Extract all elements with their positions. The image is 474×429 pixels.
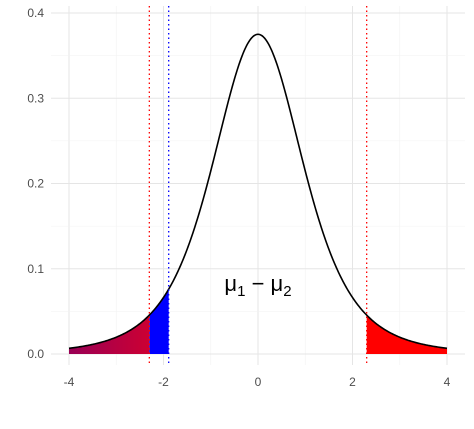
shaded-region-1 [69, 315, 150, 354]
subscript-1: 1 [237, 283, 245, 300]
grid-lines [51, 6, 465, 365]
y-tick-label: 0.1 [27, 262, 44, 276]
x-tick-label: 0 [255, 375, 262, 389]
y-tick-label: 0.0 [27, 347, 44, 361]
subscript-2: 2 [283, 283, 291, 300]
mean-difference-annotation: μ1 − μ2 [224, 271, 291, 300]
mu-symbol-2: μ [271, 271, 284, 296]
density-curve [68, 33, 448, 350]
minus-sign: − [245, 271, 270, 296]
shaded-region-2 [149, 289, 169, 354]
x-tick-label: -2 [158, 375, 169, 389]
y-tick-label: 0.2 [27, 177, 44, 191]
x-tick-label: -4 [64, 375, 75, 389]
shaded-tail-areas [69, 289, 447, 354]
axis-tick-labels: -4 -2 0 2 4 0.0 0.1 0.2 0.3 0.4 [27, 6, 450, 389]
shaded-region-3 [366, 315, 447, 354]
y-tick-label: 0.4 [27, 6, 44, 20]
mu-symbol-1: μ [224, 271, 237, 296]
mean-difference-annotation-group: μ1 − μ2 [224, 271, 291, 300]
density-curve-group [68, 33, 448, 350]
critical-value-lines [148, 6, 368, 365]
y-tick-label: 0.3 [27, 91, 44, 105]
x-tick-label: 2 [349, 375, 356, 389]
x-tick-label: 4 [444, 375, 451, 389]
